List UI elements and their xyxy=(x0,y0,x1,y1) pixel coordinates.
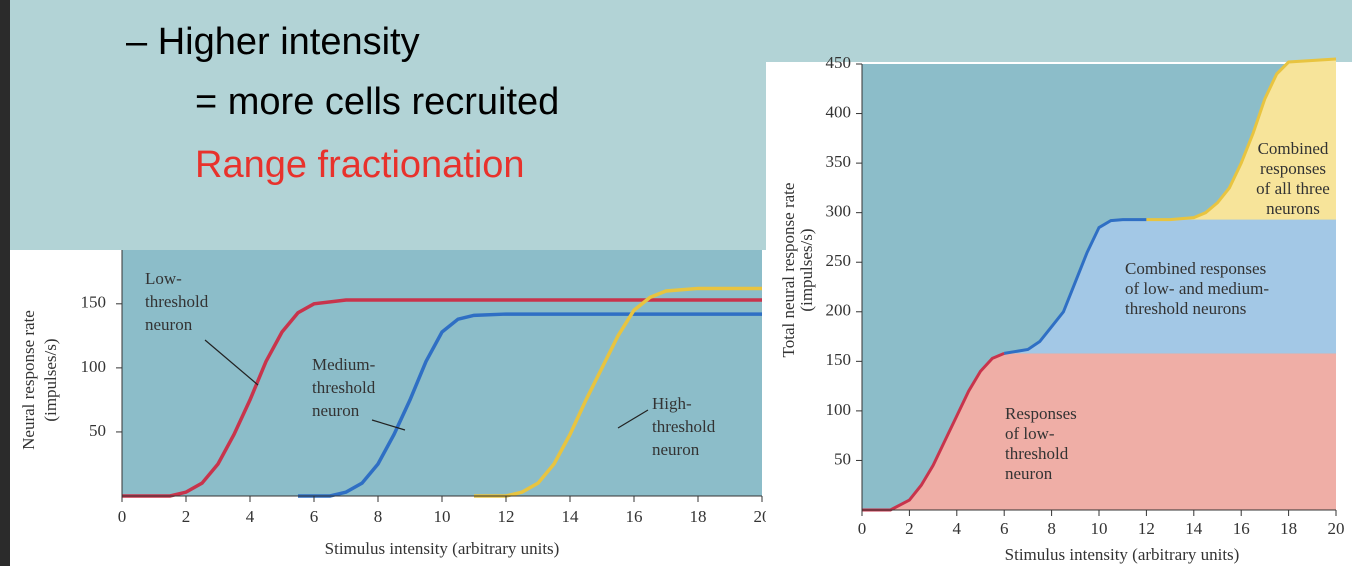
x-tick-label: 20 xyxy=(1328,519,1345,538)
band-label: of all three xyxy=(1256,179,1330,198)
curve-label: High- xyxy=(652,394,692,413)
y-tick-label: 250 xyxy=(826,251,852,270)
band-label: of low- xyxy=(1005,424,1055,443)
x-tick-label: 8 xyxy=(1047,519,1056,538)
x-tick-label: 10 xyxy=(434,507,451,526)
band-label: neurons xyxy=(1266,199,1320,218)
curve xyxy=(862,352,1005,512)
x-tick-label: 12 xyxy=(498,507,515,526)
y-axis-label: (impulses/s) xyxy=(797,228,816,311)
y-tick-label: 100 xyxy=(81,357,107,376)
band-label: Combined xyxy=(1258,139,1329,158)
x-tick-label: 16 xyxy=(626,507,643,526)
curve xyxy=(1146,57,1337,222)
y-tick-label: 300 xyxy=(826,202,852,221)
y-tick-label: 50 xyxy=(834,449,851,468)
curve-label: Low- xyxy=(145,269,182,288)
leader-line xyxy=(204,339,259,386)
x-tick-label: 4 xyxy=(953,519,962,538)
band-label: neuron xyxy=(1005,464,1053,483)
band-label: Combined responses xyxy=(1125,259,1266,278)
leader-line xyxy=(617,409,649,429)
x-tick-label: 6 xyxy=(310,507,319,526)
bullet: = more cells recruited xyxy=(195,81,559,123)
x-tick-label: 18 xyxy=(1280,519,1297,538)
y-axis-label: Neural response rate xyxy=(19,310,38,450)
curve-label: threshold xyxy=(312,378,376,397)
x-tick-label: 16 xyxy=(1233,519,1250,538)
x-tick-label: 12 xyxy=(1138,519,1155,538)
x-tick-label: 8 xyxy=(374,507,383,526)
band-label: responses xyxy=(1260,159,1326,178)
curve-label: neuron xyxy=(145,315,193,334)
band-label: Responses xyxy=(1005,404,1077,423)
curve xyxy=(122,298,762,498)
y-tick-label: 150 xyxy=(826,350,852,369)
curve-label: neuron xyxy=(312,401,360,420)
curve xyxy=(1003,218,1147,355)
band-label: threshold neurons xyxy=(1125,299,1246,318)
y-axis-label: (impulses/s) xyxy=(41,338,60,421)
y-tick-label: 400 xyxy=(826,102,852,121)
bullet: Range fractionation xyxy=(195,144,525,186)
x-tick-label: 2 xyxy=(182,507,191,526)
y-tick-label: 50 xyxy=(89,421,106,440)
curve-label: threshold xyxy=(145,292,209,311)
curve xyxy=(298,312,762,498)
x-tick-label: 2 xyxy=(905,519,914,538)
leader-line xyxy=(371,419,406,431)
x-tick-label: 0 xyxy=(118,507,127,526)
y-tick-label: 450 xyxy=(826,53,852,72)
band-label: threshold xyxy=(1005,444,1069,463)
x-tick-label: 4 xyxy=(246,507,255,526)
x-axis-label: Stimulus intensity (arbitrary units) xyxy=(325,539,560,558)
x-tick-label: 18 xyxy=(690,507,707,526)
y-tick-label: 150 xyxy=(81,293,107,312)
x-tick-label: 0 xyxy=(858,519,867,538)
x-tick-label: 14 xyxy=(1185,519,1203,538)
x-axis-label: Stimulus intensity (arbitrary units) xyxy=(1005,545,1240,564)
curve-label: threshold xyxy=(652,417,716,436)
y-axis-label: Total neural response rate xyxy=(779,183,798,358)
bullet: – Higher intensity xyxy=(126,21,420,63)
x-tick-label: 6 xyxy=(1000,519,1009,538)
y-tick-label: 100 xyxy=(826,400,852,419)
curve-label: Medium- xyxy=(312,355,376,374)
y-tick-label: 350 xyxy=(826,152,852,171)
curve-label: neuron xyxy=(652,440,700,459)
band-label: of low- and medium- xyxy=(1125,279,1269,298)
y-tick-label: 200 xyxy=(826,301,852,320)
plot-area xyxy=(122,250,762,496)
x-tick-label: 14 xyxy=(562,507,580,526)
curve xyxy=(474,286,762,498)
x-tick-label: 10 xyxy=(1091,519,1108,538)
